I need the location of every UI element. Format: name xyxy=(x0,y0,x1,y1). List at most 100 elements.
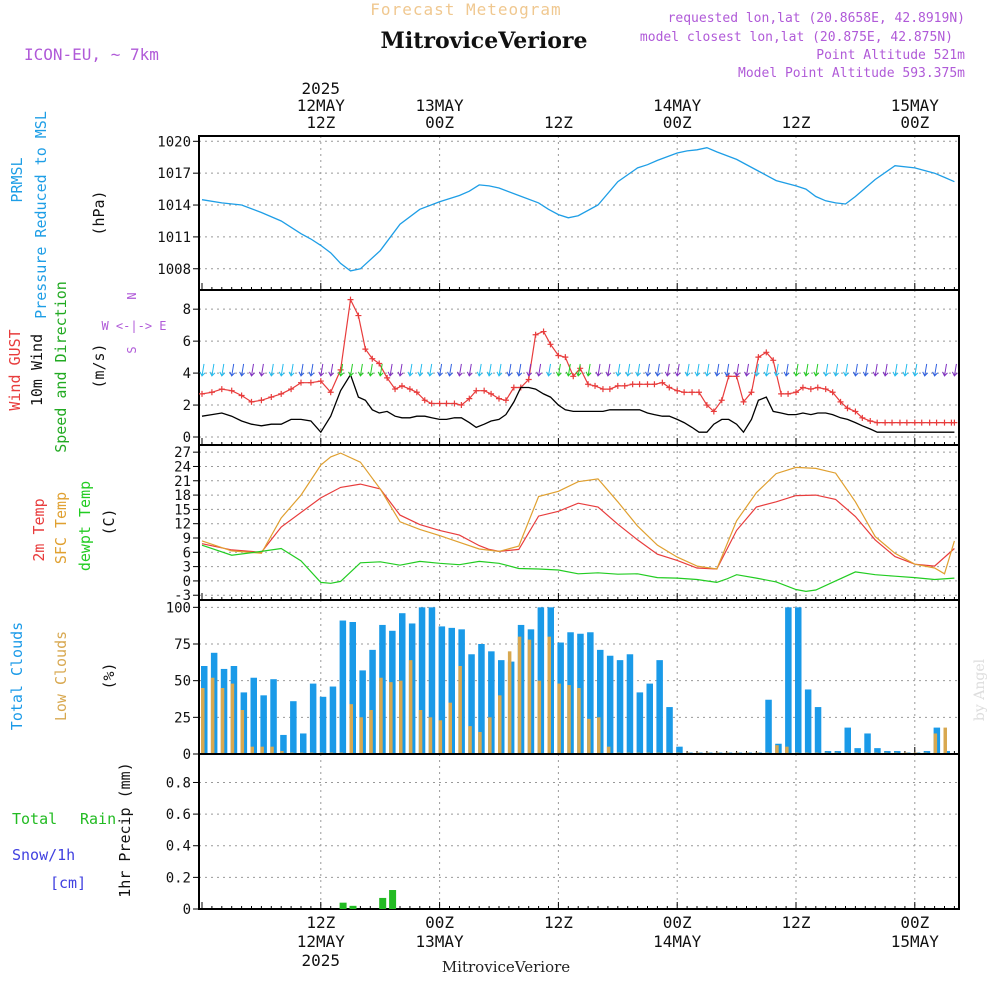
gust-marker xyxy=(248,398,255,405)
low-cloud-bar xyxy=(488,717,492,754)
gust-marker xyxy=(874,419,881,426)
total-cloud-bar xyxy=(616,660,624,754)
low-cloud-bar xyxy=(606,746,611,754)
low-cloud-bar xyxy=(547,636,551,754)
gust-marker xyxy=(436,400,443,407)
total-cloud-bar xyxy=(765,699,772,754)
wind-direction-arrow xyxy=(249,363,255,377)
gust-marker xyxy=(659,379,666,386)
gust-marker xyxy=(941,419,948,426)
gust-marker xyxy=(218,386,225,393)
top-time-label: 12Z xyxy=(782,113,811,132)
gust-marker xyxy=(793,389,799,396)
wind-direction-arrow xyxy=(437,363,443,377)
gust-marker xyxy=(740,398,747,405)
temp-unit: (C) xyxy=(100,508,118,535)
gust-marker xyxy=(763,349,770,356)
wind-direction-arrow xyxy=(199,363,206,377)
precip-panel: 0 0.2 0.4 0.6 0.8 Total Rain Snow/1h [cm] 1hr Pre… xyxy=(12,753,960,918)
total-cloud-bar xyxy=(874,748,881,754)
gust-marker xyxy=(392,386,399,393)
wind-label: 10m Wind xyxy=(28,334,46,406)
gust-marker xyxy=(629,381,636,388)
gust-marker xyxy=(288,386,295,393)
y-tick-label: 2 xyxy=(183,398,191,414)
gust-marker xyxy=(362,346,369,353)
total-cloud-bar xyxy=(329,686,337,754)
low-cloud-bar xyxy=(399,680,403,754)
total-cloud-bar xyxy=(795,607,802,754)
wind-direction-arrow xyxy=(595,363,602,377)
wind-direction-arrow xyxy=(872,363,879,377)
gust-marker xyxy=(621,382,628,389)
total-cloud-bar xyxy=(864,733,871,754)
bottom-time-label: 00Z xyxy=(663,913,692,932)
low-cloud-bar xyxy=(587,718,591,754)
gust-marker xyxy=(778,390,785,397)
total-cloud-bar xyxy=(349,622,356,754)
gust-marker xyxy=(347,296,354,303)
wind-direction-arrow xyxy=(734,363,740,377)
gust-marker xyxy=(369,355,376,362)
low-cloud-bar xyxy=(408,660,413,754)
gust-marker xyxy=(822,386,829,393)
wind-direction-arrow xyxy=(704,363,711,377)
gust-marker xyxy=(570,373,577,380)
total-cloud-bar xyxy=(606,655,614,754)
bottom-time-label: 00Z xyxy=(425,913,454,932)
gust-marker xyxy=(532,331,539,338)
gust-marker xyxy=(636,381,643,388)
wind-direction-arrow xyxy=(318,363,325,377)
gust-line xyxy=(201,297,955,424)
gust-marker xyxy=(799,384,806,391)
top-time-label: 00Z xyxy=(900,113,929,132)
wind-direction-arrow xyxy=(902,363,909,377)
gust-marker xyxy=(785,390,792,397)
y-tick-label: 24 xyxy=(174,459,191,475)
wind-direction-arrow xyxy=(645,363,651,377)
y-tick-label: 0.2 xyxy=(166,870,191,886)
wind-direction-arrow xyxy=(654,363,661,377)
location-title: MitroviceVeriore xyxy=(381,28,588,54)
compass-n: N xyxy=(125,292,139,299)
wind-direction-arrow xyxy=(783,363,790,377)
y-tick-label: 1011 xyxy=(157,230,191,246)
wind-direction-arrow xyxy=(486,363,493,377)
gust-marker xyxy=(718,397,725,404)
gust-marker xyxy=(926,419,933,426)
clouds-panel: 0 25 50 75 100 Total Clouds Low Clouds (%) xyxy=(8,599,960,763)
wind-direction-arrow xyxy=(258,363,265,377)
bottom-time-label: 12Z xyxy=(306,913,335,932)
gust-marker xyxy=(451,400,458,407)
wind-direction-arrow xyxy=(753,363,760,377)
low-cloud-bar xyxy=(230,683,235,754)
bottom-time-label: 15MAY xyxy=(891,932,940,951)
low-cloud-bar xyxy=(210,677,215,754)
pressure-panel: 1008 1011 1014 1017 1020 PRMSL Pressure Reduce… xyxy=(8,111,960,319)
gust-marker xyxy=(555,352,562,359)
y-tick-label: 18 xyxy=(174,488,191,504)
panel-frame xyxy=(198,753,960,910)
total-cloud-bar xyxy=(290,701,297,754)
y-tick-label: 21 xyxy=(174,474,191,490)
wind-direction-arrow xyxy=(852,363,859,377)
low-cloud-bar xyxy=(201,688,205,754)
wind-direction-arrow xyxy=(338,363,344,377)
y-tick-label: 6 xyxy=(183,545,191,561)
top-time-label: 12MAY xyxy=(297,96,346,115)
wind-direction-arrow xyxy=(862,363,869,377)
wind-direction-arrow xyxy=(466,363,473,377)
top-time-label: 14MAY xyxy=(653,96,702,115)
total-cloud-bar xyxy=(438,626,446,754)
wind-direction-arrow xyxy=(922,363,929,377)
wind-direction-arrow xyxy=(377,363,384,377)
gust-marker xyxy=(896,419,903,426)
wind-direction-arrow xyxy=(357,363,364,377)
low-cloud-bar xyxy=(359,717,363,754)
gust-marker xyxy=(882,419,889,426)
wind-direction-arrow xyxy=(239,363,245,377)
wind-direction-arrow xyxy=(209,363,216,377)
total-cloud-bar xyxy=(814,707,822,754)
total-cloud-bar xyxy=(646,683,653,754)
wind-direction-arrow xyxy=(219,363,226,377)
